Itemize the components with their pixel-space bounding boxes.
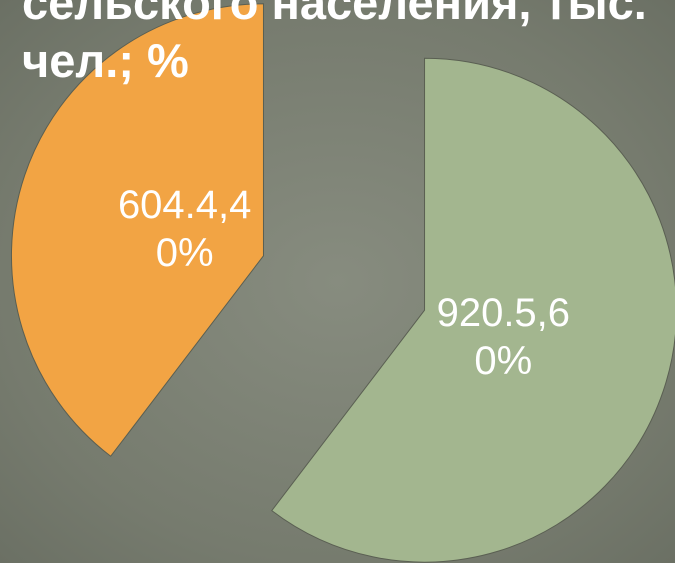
pie-slice — [10, 3, 264, 457]
chart-title: сельского населения, тыс. чел.; % — [22, 0, 647, 87]
data-label: 920.5,60% — [436, 290, 571, 383]
pie-slice — [271, 57, 675, 563]
data-label: 604.4,40% — [117, 183, 252, 276]
